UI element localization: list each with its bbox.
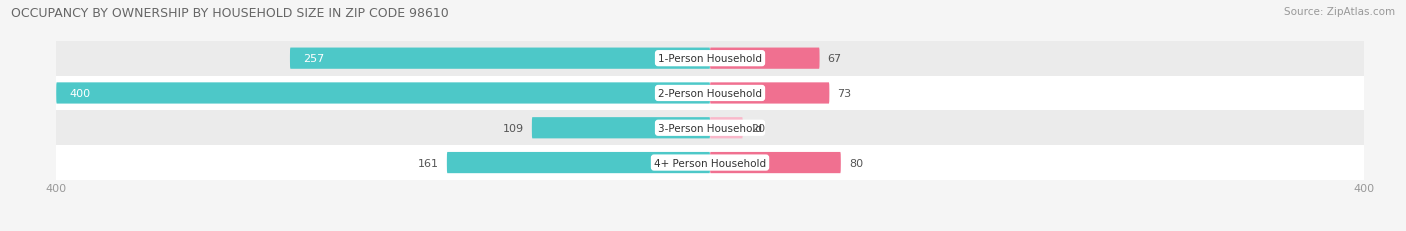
Bar <box>56 111 1364 146</box>
FancyBboxPatch shape <box>290 48 710 70</box>
Text: 257: 257 <box>304 54 325 64</box>
FancyBboxPatch shape <box>710 83 830 104</box>
FancyBboxPatch shape <box>710 152 841 173</box>
Text: 3-Person Household: 3-Person Household <box>658 123 762 133</box>
Text: Source: ZipAtlas.com: Source: ZipAtlas.com <box>1284 7 1395 17</box>
FancyBboxPatch shape <box>56 83 710 104</box>
Text: 1-Person Household: 1-Person Household <box>658 54 762 64</box>
Text: OCCUPANCY BY OWNERSHIP BY HOUSEHOLD SIZE IN ZIP CODE 98610: OCCUPANCY BY OWNERSHIP BY HOUSEHOLD SIZE… <box>11 7 449 20</box>
Text: 161: 161 <box>418 158 439 168</box>
Text: 67: 67 <box>828 54 842 64</box>
Bar <box>56 146 1364 180</box>
Text: 80: 80 <box>849 158 863 168</box>
Bar <box>56 76 1364 111</box>
Text: 4+ Person Household: 4+ Person Household <box>654 158 766 168</box>
Text: 73: 73 <box>838 88 852 99</box>
Bar <box>56 42 1364 76</box>
FancyBboxPatch shape <box>447 152 710 173</box>
Text: 400: 400 <box>69 88 90 99</box>
Text: 2-Person Household: 2-Person Household <box>658 88 762 99</box>
FancyBboxPatch shape <box>710 118 742 139</box>
FancyBboxPatch shape <box>531 118 710 139</box>
Text: 109: 109 <box>502 123 523 133</box>
FancyBboxPatch shape <box>710 48 820 70</box>
Text: 20: 20 <box>751 123 765 133</box>
